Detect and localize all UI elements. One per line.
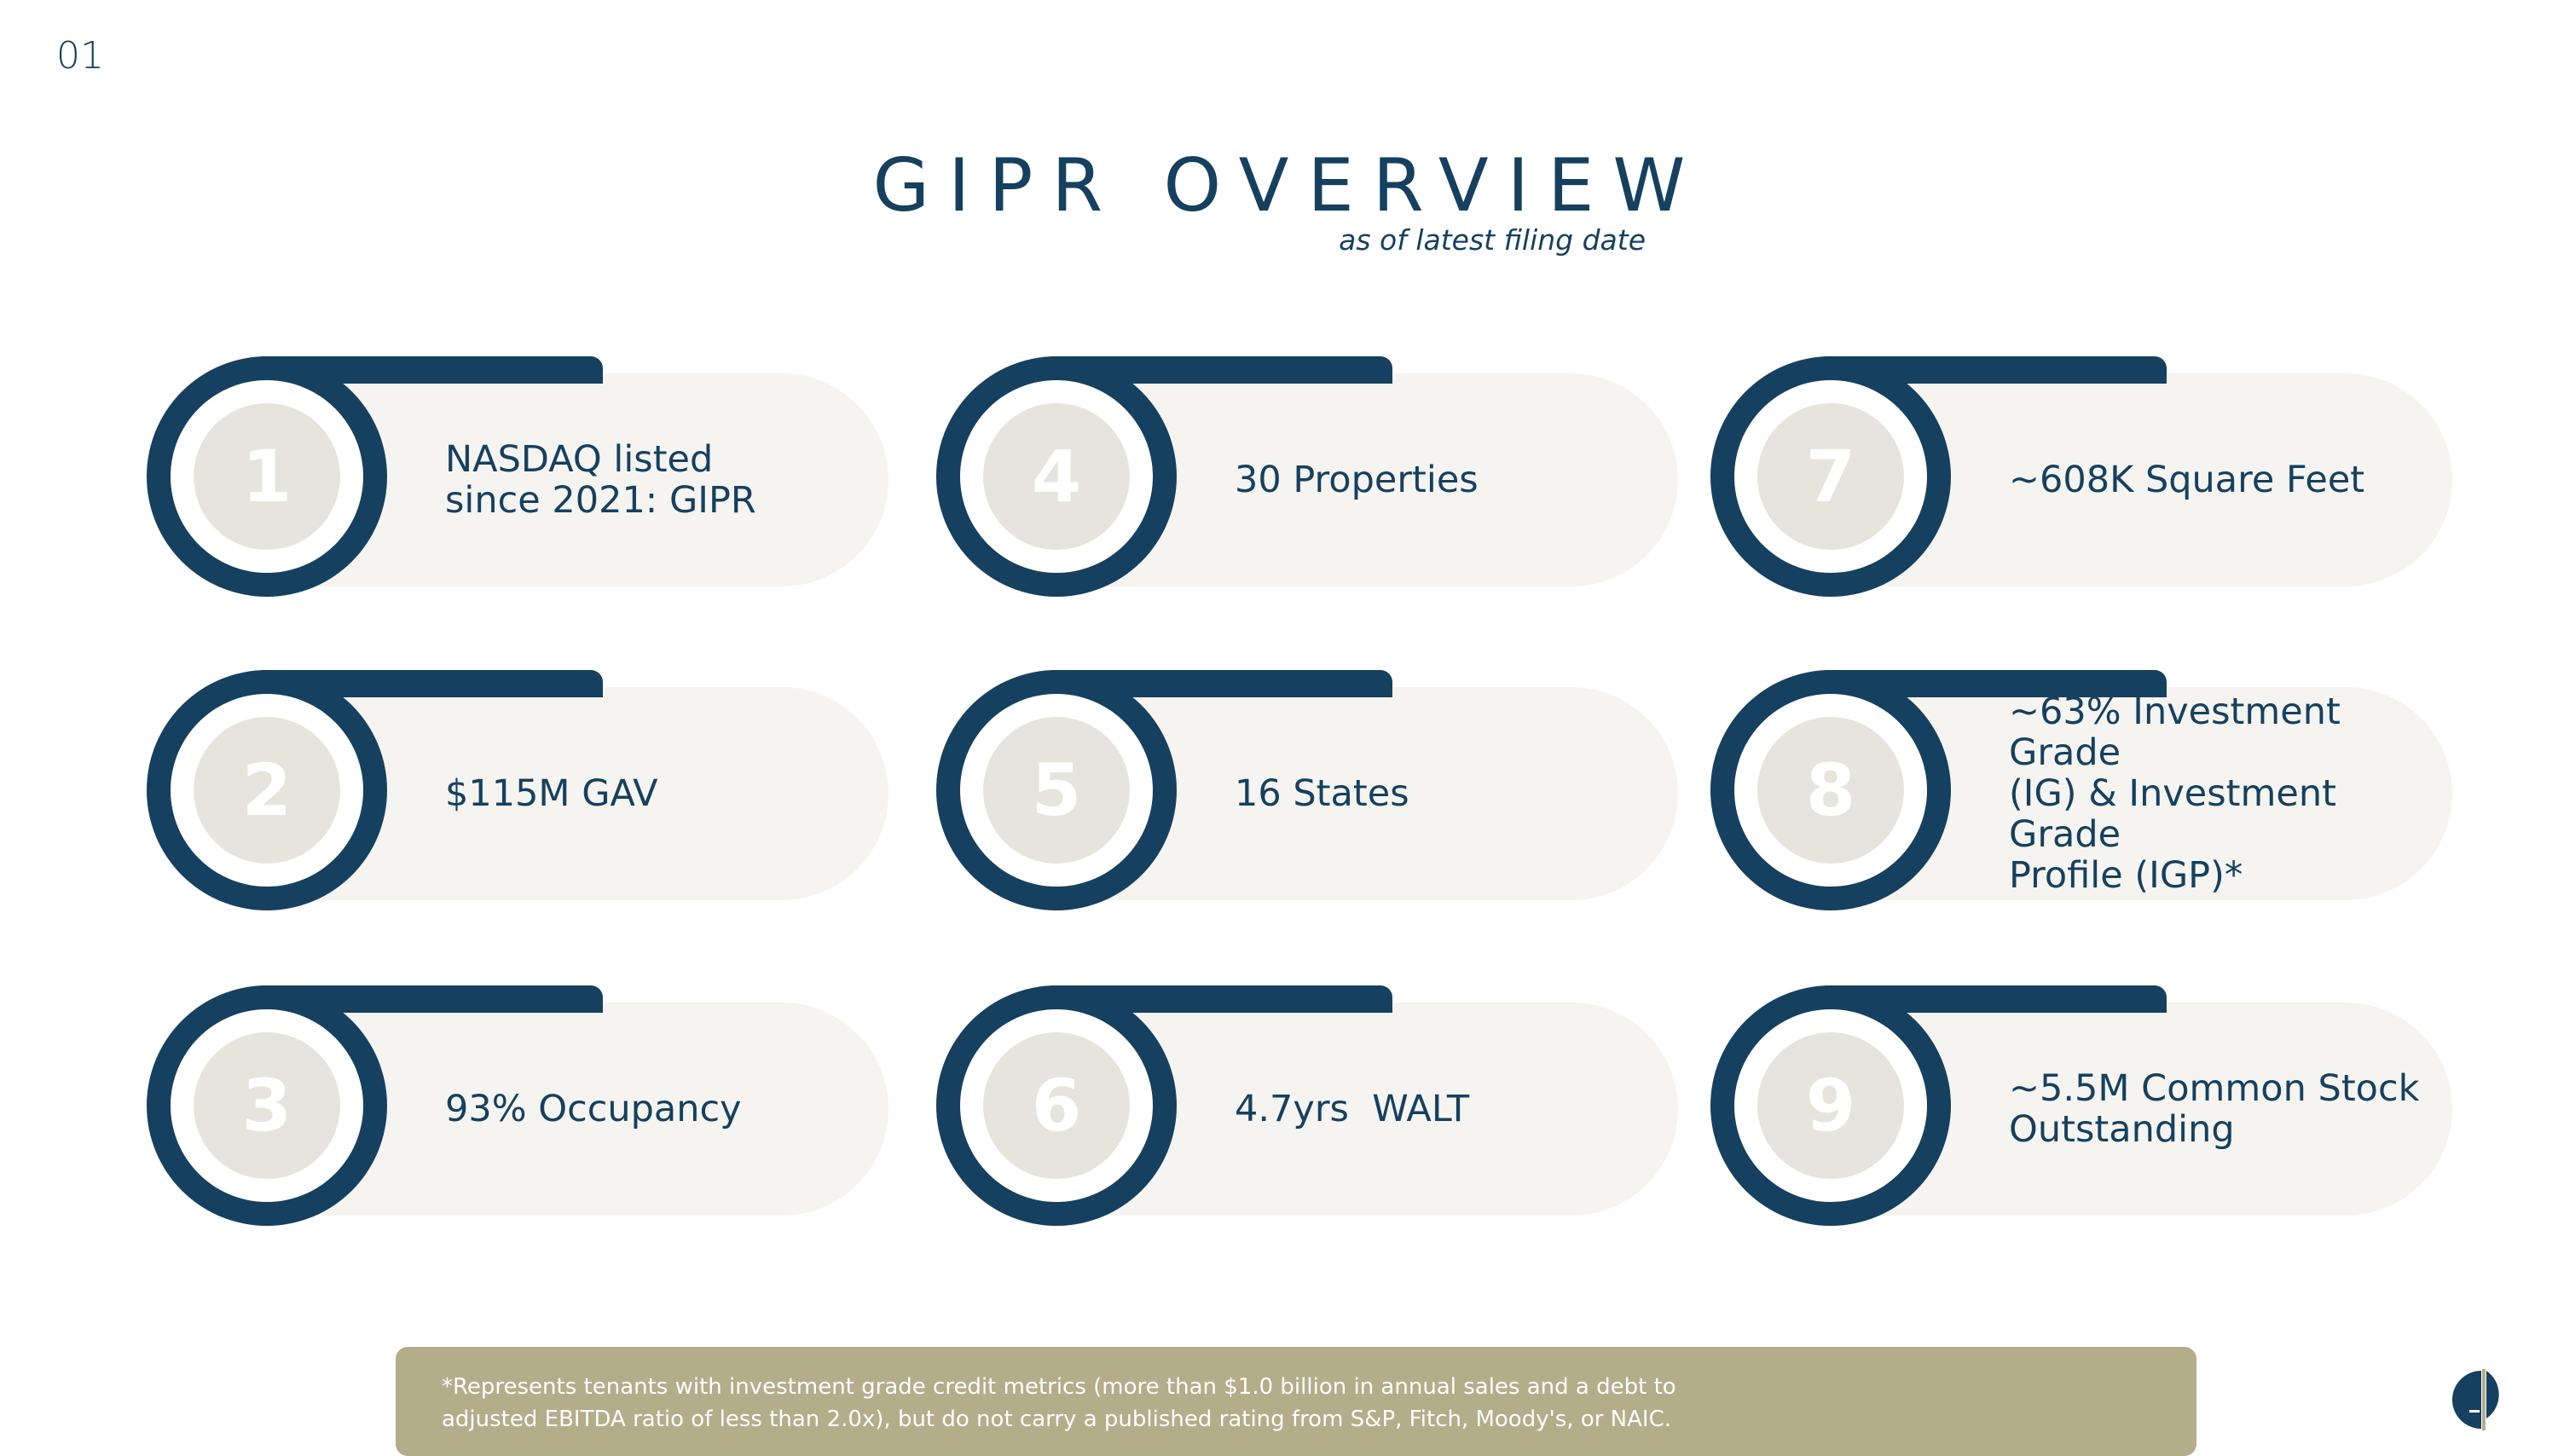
footnote-line: adjusted EBITDA ratio of less than 2.0x)… — [442, 1407, 1671, 1432]
card-text-line: 30 Properties — [1235, 459, 1479, 501]
stat-card-7: 7 ~608K Square Feet — [1710, 356, 2452, 597]
card-text-line: ~63% Investment Grade — [2009, 690, 2341, 774]
card-text-line: 16 States — [1235, 772, 1409, 815]
page-title: GIPR OVERVIEW — [872, 143, 1704, 228]
footnote-box: *Represents tenants with investment grad… — [396, 1347, 2196, 1456]
card-text: 16 States — [1235, 687, 1652, 900]
card-text: NASDAQ listed since 2021: GIPR — [445, 373, 863, 586]
card-number: 9 — [1757, 1032, 1904, 1179]
card-text-line: 4.7yrs WALT — [1235, 1088, 1470, 1130]
card-number: 8 — [1757, 717, 1904, 864]
card-text-line: (IG) & Investment Grade — [2009, 772, 2336, 856]
stat-card-9: 9 ~5.5M Common Stock Outstanding — [1710, 985, 2452, 1226]
stat-card-3: 3 93% Occupancy — [147, 985, 888, 1226]
card-text-line: Outstanding — [2009, 1108, 2235, 1151]
card-number: 3 — [194, 1032, 340, 1179]
card-text: 93% Occupancy — [445, 1002, 863, 1216]
card-number: 7 — [1757, 403, 1904, 550]
card-text-line: $115M GAV — [445, 772, 658, 815]
card-text-line: ~5.5M Common Stock — [2009, 1067, 2420, 1110]
stat-card-6: 6 4.7yrs WALT — [936, 985, 1678, 1226]
card-number: 1 — [194, 403, 340, 550]
card-text-line: NASDAQ listed — [445, 438, 714, 481]
card-text: ~5.5M Common Stock Outstanding — [2009, 1002, 2427, 1216]
company-logo-icon — [2451, 1367, 2515, 1432]
card-text-line: Profile (IGP)* — [2009, 854, 2243, 897]
card-text: 4.7yrs WALT — [1235, 1002, 1652, 1216]
stat-card-8: 8 ~63% Investment Grade (IG) & Investmen… — [1710, 670, 2452, 910]
card-text: $115M GAV — [445, 687, 863, 900]
card-text-line: since 2021: GIPR — [445, 479, 756, 522]
card-text: ~608K Square Feet — [2009, 373, 2427, 586]
card-text: 30 Properties — [1235, 373, 1652, 586]
stat-card-4: 4 30 Properties — [936, 356, 1678, 597]
card-number: 2 — [194, 717, 340, 864]
card-number: 6 — [983, 1032, 1130, 1179]
stat-card-2: 2 $115M GAV — [147, 670, 888, 910]
card-text-line: ~608K Square Feet — [2009, 459, 2365, 501]
footnote-line: *Represents tenants with investment grad… — [442, 1374, 1676, 1400]
card-text-line: 93% Occupancy — [445, 1088, 742, 1130]
card-number: 4 — [983, 403, 1130, 550]
card-text: ~63% Investment Grade (IG) & Investment … — [2009, 687, 2427, 900]
card-number: 5 — [983, 717, 1130, 864]
page-number: 01 — [56, 34, 104, 78]
stat-card-5: 5 16 States — [936, 670, 1678, 910]
stat-card-1: 1 NASDAQ listed since 2021: GIPR — [147, 356, 888, 597]
page-subtitle: as of latest filing date — [1339, 223, 1646, 257]
